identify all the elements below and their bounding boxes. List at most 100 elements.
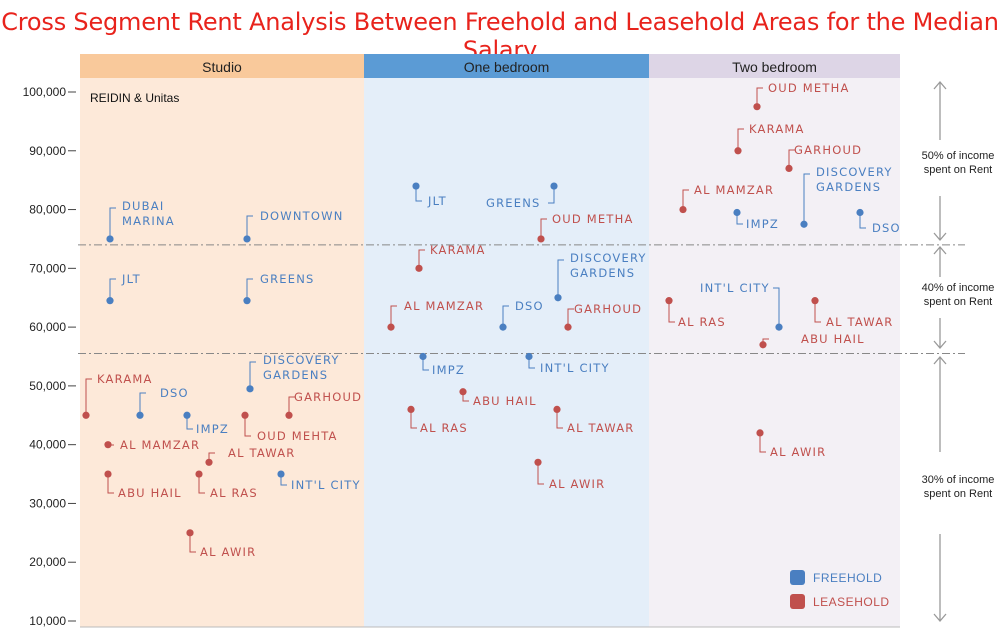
- threshold-note-line1: 30% of income: [922, 474, 995, 486]
- data-point-group: ABU HAIL: [759, 332, 864, 349]
- leader-line: [107, 474, 114, 494]
- leader-line: [415, 186, 422, 202]
- data-point-group: DSO: [136, 386, 188, 419]
- point-marker-leasehold-one-bedroom-oud-metha: [537, 235, 545, 243]
- data-point-group: KARAMA: [415, 243, 486, 272]
- point-marker-freehold-one-bedroom-int-l-city: [525, 352, 533, 361]
- data-point-group: JLT: [412, 182, 446, 208]
- point-marker-leasehold-two-bedroom-al-awir: [756, 429, 764, 437]
- point-label: DSO: [872, 221, 901, 235]
- point-label: DSO: [160, 386, 189, 400]
- point-marker-leasehold-one-bedroom-al-mamzar: [387, 323, 395, 331]
- point-label: IMPZ: [746, 217, 779, 231]
- leader-line: [189, 532, 196, 553]
- point-label-line1: DUBAI: [122, 199, 164, 213]
- data-point-group: OUD METHA: [753, 81, 848, 111]
- data-point-group: DSO: [856, 208, 901, 235]
- point-marker-leasehold-studio-al-ras: [195, 470, 203, 478]
- data-point-group: IMPZ: [419, 352, 464, 377]
- leader-line: [859, 212, 866, 229]
- point-marker-freehold-studio-jlt: [106, 297, 114, 305]
- point-marker-leasehold-two-bedroom-oud-metha: [753, 103, 761, 111]
- point-marker-freehold-two-bedroom-int-l-city: [775, 323, 783, 331]
- point-marker-leasehold-one-bedroom-garhoud: [564, 323, 572, 331]
- data-point-group: AL RAS: [407, 405, 468, 435]
- leader-line: [737, 128, 744, 151]
- point-label: KARAMA: [749, 122, 805, 136]
- point-label: GARHOUD: [574, 302, 642, 316]
- point-marker-freehold-studio-int-l-city: [277, 470, 285, 478]
- data-point-group: AL AWIR: [186, 529, 255, 559]
- point-label: ABU HAIL: [473, 394, 537, 408]
- data-point-group: KARAMA: [82, 372, 151, 419]
- point-label: DOWNTOWN: [260, 209, 344, 223]
- data-point-group: INT'L CITY: [700, 281, 783, 331]
- threshold-note-line1: 40% of income: [922, 282, 995, 294]
- point-marker-leasehold-studio-oud-mehta: [241, 411, 249, 419]
- point-label: KARAMA: [430, 243, 486, 257]
- segment-header-two-bedroom: [649, 54, 900, 78]
- leader-line: [682, 189, 689, 210]
- point-marker-leasehold-two-bedroom-garhoud: [785, 164, 793, 173]
- leader-line: [246, 215, 253, 239]
- segment-header-studio: [80, 54, 364, 78]
- data-point-group: DOWNTOWN: [243, 209, 344, 243]
- threshold-note-line2: spent on Rent: [924, 488, 993, 500]
- point-marker-leasehold-studio-abu-hail: [104, 470, 112, 478]
- leader-line: [756, 87, 763, 107]
- leader-line: [244, 415, 251, 437]
- leader-line: [85, 378, 92, 416]
- point-label: AL RAS: [420, 421, 468, 435]
- point-marker-leasehold-studio-al-mamzar: [104, 441, 112, 449]
- point-marker-freehold-two-bedroom-impz: [733, 208, 741, 217]
- leader-line: [773, 287, 780, 328]
- point-label-line2: GARDENS: [816, 180, 881, 194]
- leader-line: [280, 474, 287, 486]
- leader-line: [418, 249, 425, 269]
- threshold-note-line2: spent on Rent: [924, 296, 993, 308]
- range-arrow-head: [933, 246, 947, 255]
- point-marker-leasehold-two-bedroom-al-ras: [665, 297, 673, 305]
- point-marker-freehold-studio-dso: [136, 411, 144, 419]
- point-marker-leasehold-one-bedroom-al-awir: [534, 458, 542, 466]
- data-point-group: GREENS: [486, 182, 558, 210]
- y-tick-label: 70,000: [29, 261, 66, 275]
- data-point-group: ABU HAIL: [459, 388, 536, 408]
- data-point-group: AL RAS: [195, 470, 257, 500]
- data-point-group: IMPZ: [183, 411, 228, 436]
- leader-line: [109, 207, 116, 239]
- y-tick-label: 10,000: [29, 614, 66, 628]
- point-marker-freehold-studio-impz: [183, 411, 191, 419]
- y-tick-label: 80,000: [29, 203, 66, 217]
- point-marker-freehold-one-bedroom-discovery-gardens: [554, 294, 562, 302]
- segment-label-studio: Studio: [202, 59, 242, 75]
- point-marker-freehold-studio-downtown: [243, 235, 251, 243]
- leader-line: [736, 212, 743, 225]
- y-tick-label: 40,000: [29, 438, 66, 452]
- y-tick-label: 30,000: [29, 496, 66, 510]
- point-marker-freehold-studio-discovery-gardens: [246, 385, 254, 393]
- data-point-group: JLT: [106, 272, 141, 305]
- data-point-group: GARHOUD: [285, 390, 361, 419]
- leader-line: [537, 462, 544, 485]
- data-point-group: INT'L CITY: [277, 470, 360, 492]
- data-point-group: AL MAMZAR: [387, 299, 483, 331]
- segment-label-two-bedroom: Two bedroom: [732, 59, 817, 75]
- point-label: GREENS: [486, 196, 541, 210]
- legend-label-freehold: FREEHOLD: [813, 571, 882, 585]
- point-label: JLT: [121, 272, 141, 286]
- point-label: JLT: [427, 194, 447, 208]
- point-label: GARHOUD: [794, 143, 862, 157]
- point-label: INT'L CITY: [700, 281, 770, 295]
- segment-panel-one-bedroom: [364, 54, 649, 627]
- leader-line: [540, 218, 547, 239]
- point-label: INT'L CITY: [540, 361, 610, 375]
- segment-panel-studio: [80, 54, 364, 627]
- point-label-line2: GARDENS: [263, 368, 328, 382]
- leader-line: [288, 396, 295, 416]
- legend-swatch-freehold: [790, 570, 805, 585]
- leader-line: [422, 356, 429, 371]
- y-tick-label: 20,000: [29, 555, 66, 569]
- data-point-group: IMPZ: [733, 208, 779, 231]
- data-point-group: OUD MEHTA: [241, 411, 336, 443]
